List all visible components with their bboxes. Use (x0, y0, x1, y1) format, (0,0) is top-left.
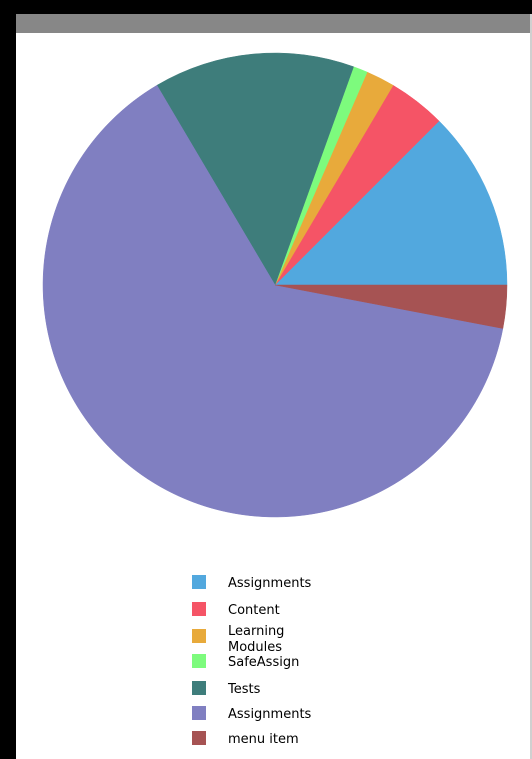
legend-swatch-3 (192, 654, 206, 668)
legend-label-0: Assignments (228, 576, 312, 591)
legend-item-3: SafeAssign (192, 654, 299, 670)
legend-label-2: Learning Modules (228, 624, 284, 655)
legend-swatch-0 (192, 575, 206, 589)
legend-label-1: Content (228, 603, 280, 618)
legend-item-4: Tests (192, 681, 261, 697)
legend-item-5: Assignments (192, 706, 312, 722)
legend-label-6: menu item (228, 732, 299, 747)
legend-label-5: Assignments (228, 707, 312, 722)
legend-swatch-5 (192, 706, 206, 720)
chart-legend: Assignments Content Learning ModulesSafeAss… (192, 575, 312, 747)
legend-swatch-2 (192, 629, 206, 643)
legend-label-3: SafeAssign (228, 655, 299, 670)
pie-slice-4 (156, 52, 354, 286)
legend-item-6: menu item (192, 731, 299, 747)
title-bar (16, 14, 532, 33)
pie-slice-0 (274, 120, 508, 286)
legend-item-0: Assignments (192, 575, 312, 591)
pie-slice-5 (42, 84, 504, 518)
legend-label-4: Tests (227, 682, 261, 697)
pie-slices (42, 52, 508, 518)
pie-chart: Assignments Content Learning ModulesSafeAss… (42, 52, 508, 747)
legend-item-2: Learning Modules (192, 624, 284, 655)
legend-swatch-4 (192, 681, 206, 695)
legend-swatch-6 (192, 731, 206, 745)
legend-item-1: Content (192, 602, 280, 618)
window-edge (530, 14, 532, 759)
legend-swatch-1 (192, 602, 206, 616)
pie-slice-6 (274, 284, 508, 329)
